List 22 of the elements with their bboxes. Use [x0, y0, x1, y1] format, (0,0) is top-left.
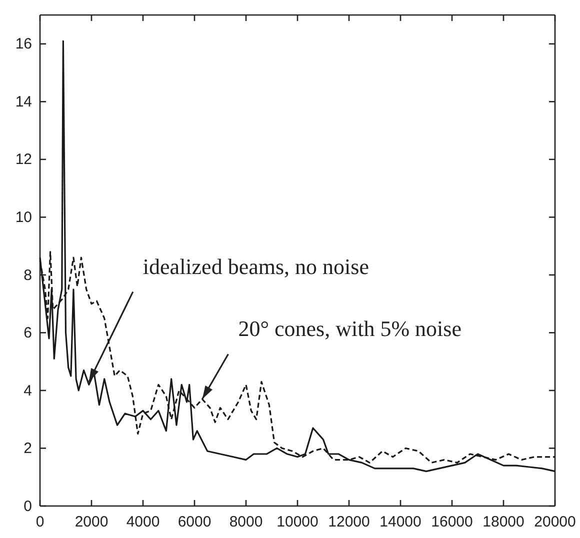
x-tick-label: 12000 — [328, 514, 370, 531]
x-tick-label: 6000 — [178, 514, 212, 531]
x-tick-label: 4000 — [126, 514, 160, 531]
y-tick-label: 12 — [15, 151, 32, 168]
x-tick-label: 8000 — [229, 514, 263, 531]
y-tick-label: 10 — [15, 208, 32, 226]
x-tick-label: 14000 — [380, 514, 422, 531]
x-tick-label: 2000 — [74, 514, 108, 531]
y-tick-label: 8 — [24, 266, 32, 284]
annotation: 20° cones, with 5% noise — [238, 316, 462, 342]
x-tick-label: 0 — [36, 514, 44, 531]
y-tick-label: 16 — [15, 36, 32, 53]
y-tick-label: 6 — [24, 324, 32, 342]
y-tick-label: 14 — [15, 93, 32, 110]
x-tick-label: 20000 — [534, 514, 576, 531]
y-tick-label: 2 — [24, 440, 32, 458]
x-tick-label: 18000 — [482, 514, 524, 531]
y-tick-label: 0 — [24, 498, 32, 515]
x-tick-label: 16000 — [431, 514, 473, 531]
y-tick-label: 4 — [24, 382, 32, 400]
x-tick-label: 10000 — [276, 514, 318, 531]
annotation: idealized beams, no noise — [142, 254, 369, 279]
